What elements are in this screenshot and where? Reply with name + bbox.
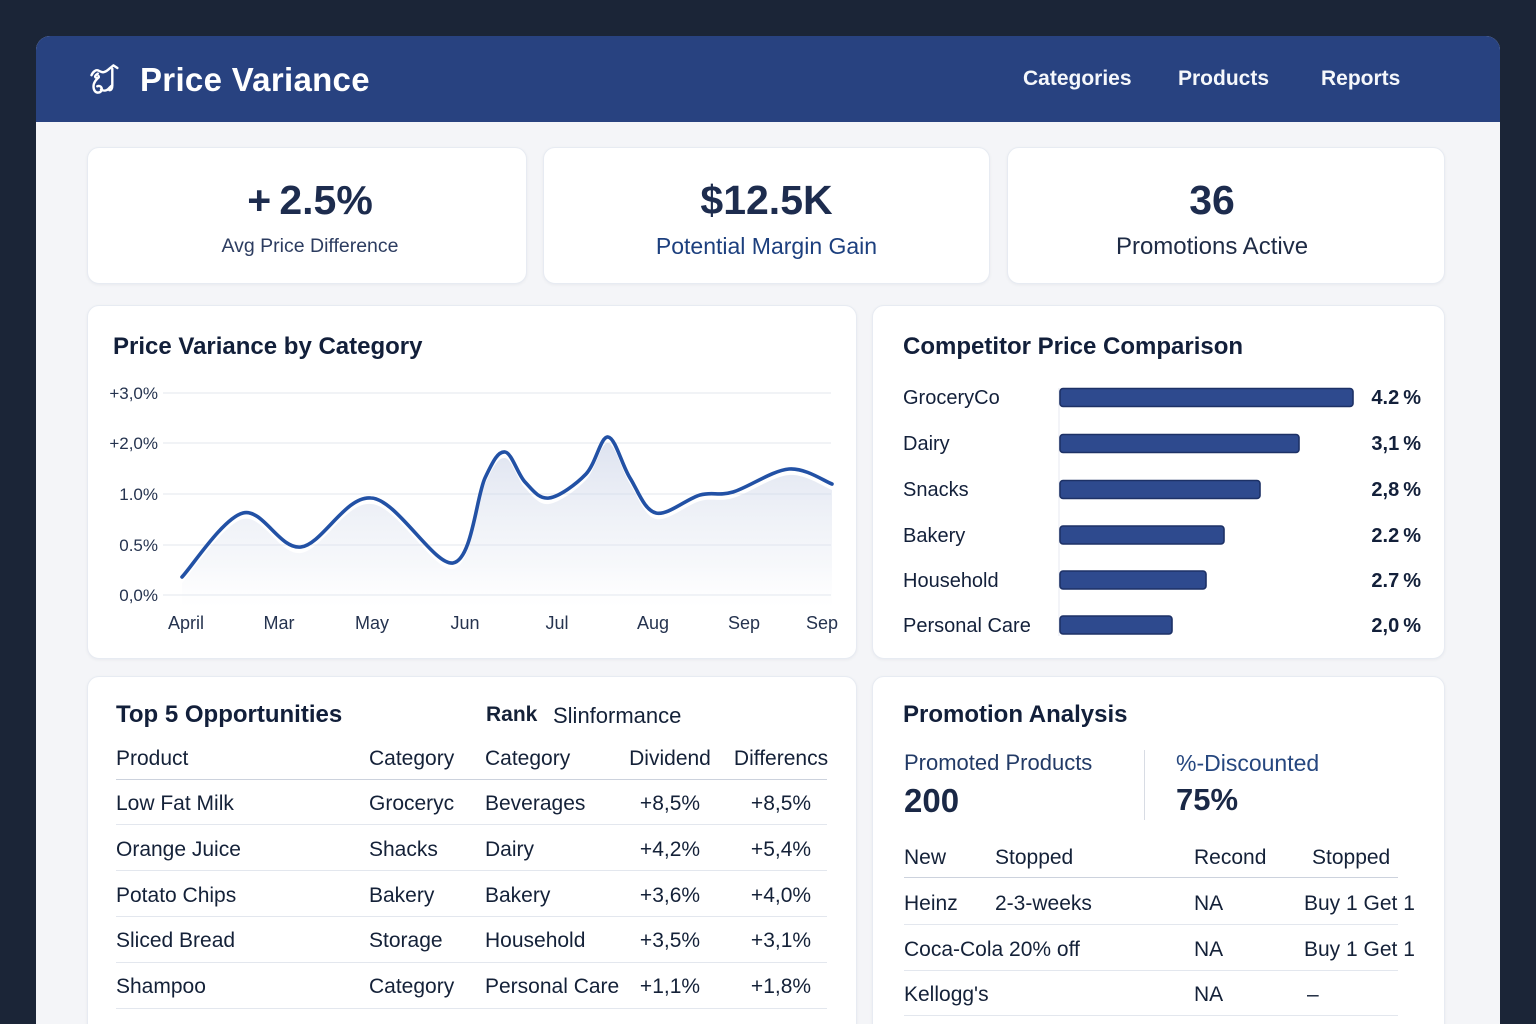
svg-text:2,0 %: 2,0 % [1371,615,1421,637]
svg-text:2.7 %: 2.7 % [1371,570,1421,592]
svg-text:Bakery: Bakery [903,525,965,547]
svg-text:Household: Household [903,570,999,592]
svg-text:4.2 %: 4.2 % [1371,387,1421,409]
svg-text:Snacks: Snacks [903,479,969,501]
svg-text:Sep: Sep [728,613,760,633]
svg-text:3,1 %: 3,1 % [1371,433,1421,455]
svg-text:2,8 %: 2,8 % [1371,479,1421,501]
svg-text:GroceryCo: GroceryCo [903,387,1000,409]
svg-text:Jun: Jun [450,613,479,633]
svg-text:Aug: Aug [637,613,669,633]
svg-text:2.2 %: 2.2 % [1371,525,1421,547]
svg-text:Sep: Sep [806,613,838,633]
svg-text:Dairy: Dairy [903,433,950,455]
svg-text:May: May [355,613,389,633]
svg-text:+2,0%: +2,0% [109,434,158,453]
svg-text:April: April [168,613,204,633]
svg-text:Personal Care: Personal Care [903,615,1031,637]
svg-text:Mar: Mar [264,613,295,633]
svg-text:0,0%: 0,0% [119,586,158,605]
svg-text:0.5%: 0.5% [119,536,158,555]
svg-text:1.0%: 1.0% [119,485,158,504]
svg-text:+3,0%: +3,0% [109,384,158,403]
svg-text:Jul: Jul [545,613,568,633]
